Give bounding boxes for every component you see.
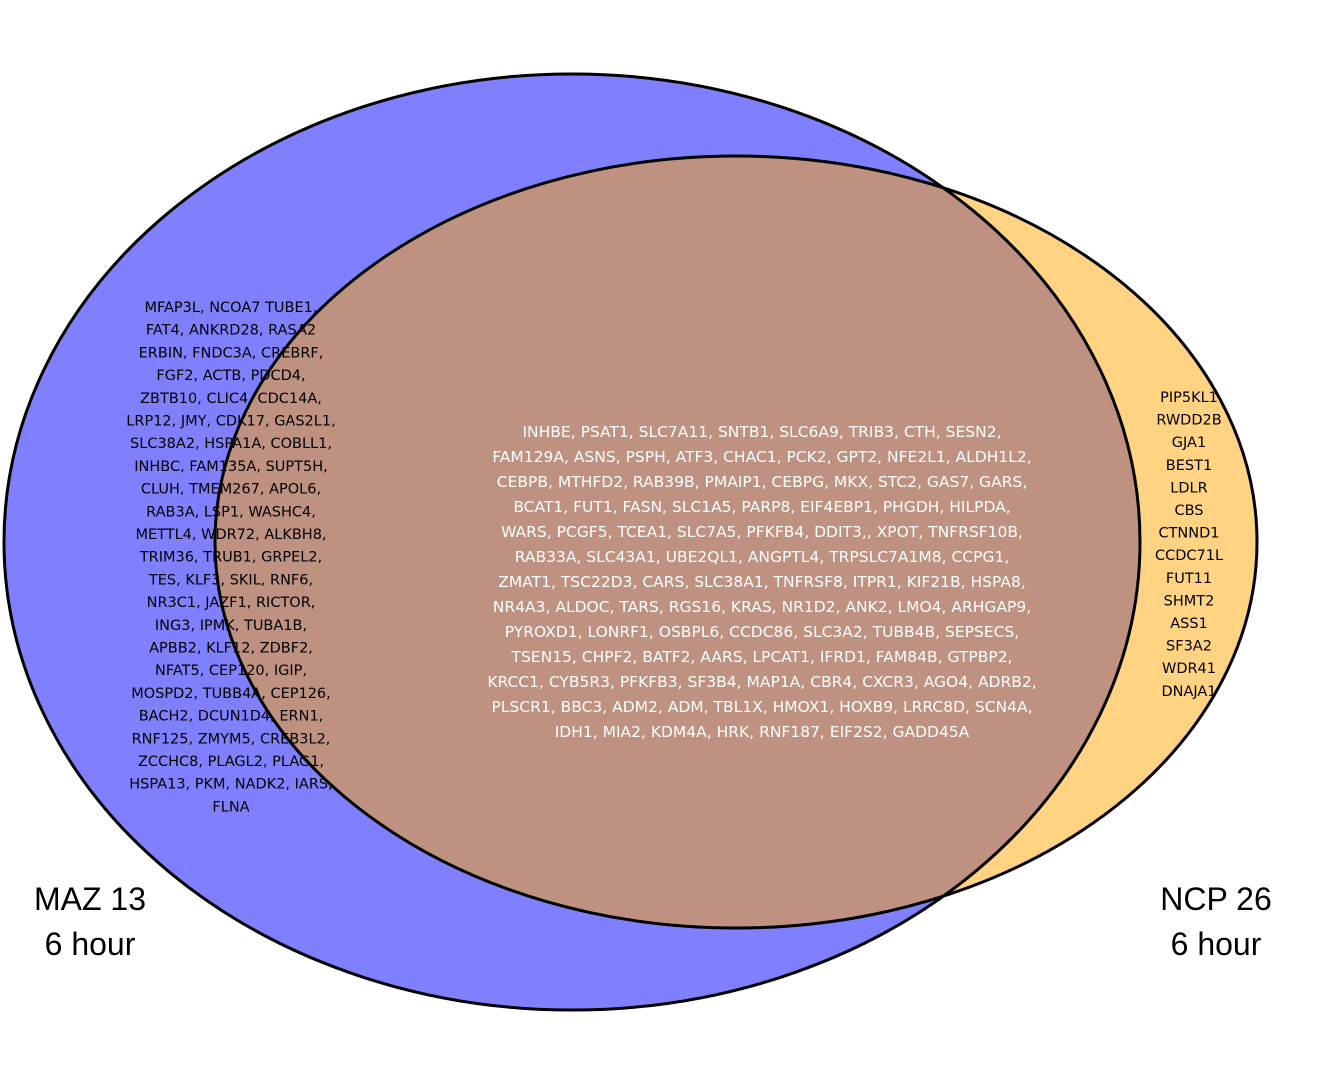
gene-list-line: WDR41 bbox=[1162, 661, 1216, 677]
gene-list-line: LDLR bbox=[1170, 480, 1207, 496]
gene-list-line: NR4A3, ALDOC, TARS, RGS16, KRAS, NR1D2, … bbox=[493, 598, 1031, 616]
overlap-region bbox=[215, 156, 1140, 928]
ncp26-only-gene-list: PIP5KL1 RWDD2B GJA1 BEST1 LDLR CBS CTNND1 CCDC7… bbox=[1155, 390, 1223, 700]
gene-list-line: CCDC71L bbox=[1155, 548, 1223, 564]
ncp26-circle-outline bbox=[213, 154, 1259, 930]
maz13-label-timepoint: 6 hour bbox=[45, 926, 136, 962]
gene-list-line: TES, KLF3, SKIL, RNF6, bbox=[148, 572, 313, 588]
gene-list-line: FAM129A, ASNS, PSPH, ATF3, CHAC1, PCK2, … bbox=[492, 448, 1031, 466]
gene-list-line: PIP5KL1 bbox=[1160, 390, 1218, 406]
gene-list-line: SHMT2 bbox=[1164, 593, 1215, 609]
gene-list-line: INHBE, PSAT1, SLC7A11, SNTB1, SLC6A9, TR… bbox=[522, 423, 1001, 441]
gene-list-line: BEST1 bbox=[1166, 458, 1212, 474]
gene-list-line: DNAJA1 bbox=[1161, 684, 1216, 700]
gene-list-line: RWDD2B bbox=[1156, 413, 1221, 429]
gene-list-line: FUT11 bbox=[1166, 571, 1212, 587]
gene-list-line: SLC38A2, HSPA1A, COBLL1, bbox=[130, 436, 332, 452]
gene-list-line: INHBC, FAM135A, SUPT5H, bbox=[134, 459, 327, 475]
maz13-circle-outline bbox=[2, 72, 1142, 1012]
gene-list-line: MOSPD2, TUBB4A, CEP126, bbox=[131, 686, 331, 702]
overlap-gene-list: INHBE, PSAT1, SLC7A11, SNTB1, SLC6A9, TR… bbox=[487, 423, 1036, 741]
gene-list-line: MFAP3L, NCOA7 TUBE1, bbox=[144, 300, 317, 316]
gene-list-line: RAB33A, SLC43A1, UBE2QL1, ANGPTL4, TRPSL… bbox=[515, 548, 1010, 566]
gene-list-line: PYROXD1, LONRF1, OSBPL6, CCDC86, SLC3A2,… bbox=[505, 623, 1019, 641]
gene-list-line: WARS, PCGF5, TCEA1, SLC7A5, PFKFB4, DDIT… bbox=[501, 523, 1023, 541]
gene-list-line: GJA1 bbox=[1172, 435, 1206, 451]
maz13-label-name: MAZ 13 bbox=[34, 881, 146, 917]
gene-list-line: CEBPB, MTHFD2, RAB39B, PMAIP1, CEBPG, MK… bbox=[497, 473, 1027, 491]
gene-list-line: TRIM36, TRUB1, GRPEL2, bbox=[139, 550, 322, 566]
gene-list-line: PLSCR1, BBC3, ADM2, ADM, TBL1X, HMOX1, H… bbox=[491, 698, 1032, 716]
gene-list-line: BACH2, DCUN1D4, ERN1, bbox=[139, 709, 324, 725]
gene-list-line: ZCCHC8, PLAGL2, PLAG1, bbox=[138, 754, 324, 770]
gene-list-line: LRP12, JMY, CDK17, GAS2L1, bbox=[126, 414, 335, 430]
gene-list-line: FLNA bbox=[212, 799, 249, 815]
gene-list-line: APBB2, KLF12, ZDBF2, bbox=[149, 641, 313, 657]
gene-list-line: CTNND1 bbox=[1158, 526, 1219, 542]
gene-list-line: FAT4, ANKRD28, RASA2 bbox=[146, 323, 316, 339]
gene-list-line: IDH1, MIA2, KDM4A, HRK, RNF187, EIF2S2, … bbox=[555, 723, 970, 741]
gene-list-line: BCAT1, FUT1, FASN, SLC1A5, PARP8, EIF4EB… bbox=[513, 498, 1010, 516]
ncp26-label-name: NCP 26 bbox=[1160, 881, 1271, 917]
gene-list-line: RAB3A, LSP1, WASHC4, bbox=[146, 504, 316, 520]
gene-list-line: SF3A2 bbox=[1166, 639, 1212, 655]
gene-list-line: CLUH, TMEM267, APOL6, bbox=[141, 482, 321, 498]
gene-list-line: HSPA13, PKM, NADK2, IARS, bbox=[129, 777, 332, 793]
gene-list-line: METTL4, WDR72, ALKBH8, bbox=[135, 527, 326, 543]
gene-list-line: CBS bbox=[1174, 503, 1203, 519]
ncp26-label-timepoint: 6 hour bbox=[1171, 926, 1262, 962]
gene-list-line: ASS1 bbox=[1170, 616, 1208, 632]
gene-list-line: ERBIN, FNDC3A, CREBRF, bbox=[139, 345, 324, 361]
gene-list-line: ZBTB10, CLIC4, CDC14A, bbox=[140, 391, 322, 407]
gene-list-line: FGF2, ACTB, PDCD4, bbox=[156, 368, 305, 384]
gene-list-line: NFAT5, CEP120, IGIP, bbox=[155, 663, 307, 679]
maz13-only-gene-list: MFAP3L, NCOA7 TUBE1, FAT4, ANKRD28, RASA2… bbox=[126, 300, 335, 815]
gene-list-line: KRCC1, CYB5R3, PFKFB3, SF3B4, MAP1A, CBR… bbox=[487, 673, 1036, 691]
gene-list-line: TSEN15, CHPF2, BATF2, AARS, LPCAT1, IFRD… bbox=[511, 648, 1013, 666]
gene-list-line: ING3, IPMK, TUBA1B, bbox=[155, 618, 307, 634]
gene-list-line: NR3C1, JAZF1, RICTOR, bbox=[147, 595, 316, 611]
gene-list-line: ZMAT1, TSC22D3, CARS, SLC38A1, TNFRSF8, … bbox=[498, 573, 1026, 591]
gene-list-line: RNF125, ZMYM5, CREB3L2, bbox=[132, 731, 331, 747]
ncp26-label: NCP 26 6 hour bbox=[1160, 881, 1271, 962]
maz13-label: MAZ 13 6 hour bbox=[34, 881, 146, 962]
